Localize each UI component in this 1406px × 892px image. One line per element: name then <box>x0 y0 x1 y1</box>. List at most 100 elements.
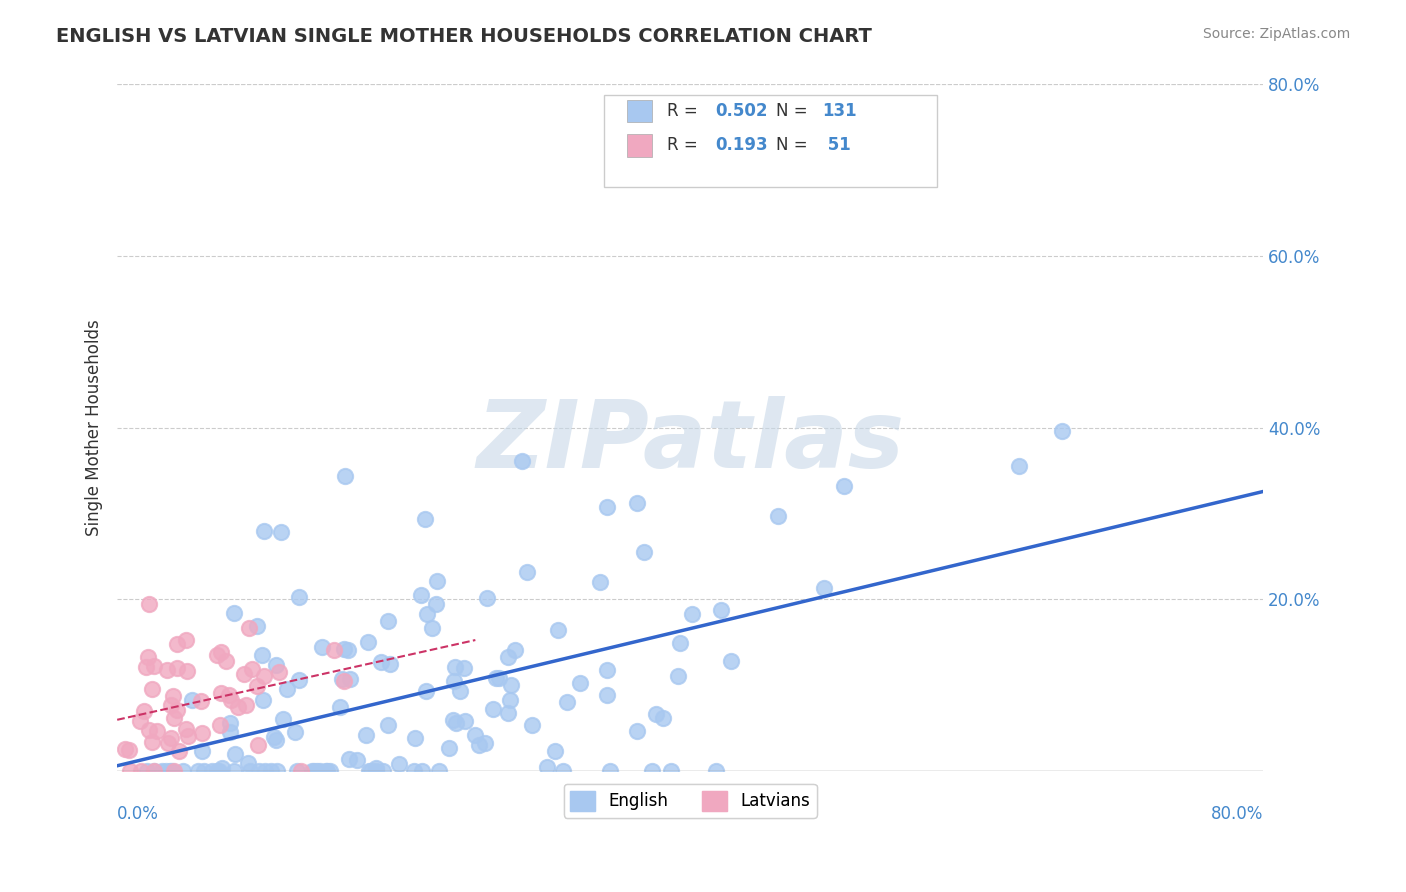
Point <box>499 678 522 692</box>
Point <box>1052 424 1074 438</box>
Point <box>377 614 399 628</box>
Point <box>589 574 612 589</box>
Point <box>143 659 166 673</box>
Point <box>536 759 558 773</box>
Point <box>253 669 276 683</box>
Point <box>287 673 309 687</box>
Point <box>316 764 339 779</box>
Point <box>129 714 152 728</box>
Point <box>633 545 655 559</box>
Text: ZIPatlas: ZIPatlas <box>477 395 904 488</box>
Point <box>329 700 352 714</box>
Point <box>172 764 194 779</box>
Point <box>599 764 621 779</box>
Point <box>464 728 486 742</box>
Point <box>134 704 156 718</box>
Point <box>247 738 270 752</box>
Point <box>496 650 519 665</box>
Point <box>481 702 503 716</box>
Point <box>201 764 224 779</box>
Point <box>253 524 276 539</box>
Point <box>454 714 477 729</box>
Text: ENGLISH VS LATVIAN SINGLE MOTHER HOUSEHOLDS CORRELATION CHART: ENGLISH VS LATVIAN SINGLE MOTHER HOUSEHO… <box>56 27 872 45</box>
Legend: English, Latvians: English, Latvians <box>564 784 817 818</box>
Point <box>159 764 181 779</box>
Point <box>209 686 232 700</box>
Point <box>704 764 727 779</box>
Point <box>167 744 190 758</box>
Point <box>357 764 380 779</box>
Point <box>219 725 242 739</box>
Point <box>443 674 465 689</box>
Point <box>415 607 437 621</box>
Point <box>333 674 356 689</box>
Point <box>267 665 290 680</box>
Point <box>437 740 460 755</box>
FancyBboxPatch shape <box>627 100 652 122</box>
Text: 0.502: 0.502 <box>716 102 768 120</box>
Text: N =: N = <box>776 102 813 120</box>
Point <box>370 655 392 669</box>
Point <box>252 648 274 662</box>
Point <box>224 764 246 779</box>
Text: 0.0%: 0.0% <box>117 805 159 823</box>
Text: R =: R = <box>668 136 703 154</box>
Point <box>308 764 330 779</box>
Point <box>208 764 231 779</box>
Point <box>441 713 464 727</box>
Point <box>114 742 136 756</box>
Point <box>669 636 692 650</box>
Point <box>311 640 333 655</box>
Point <box>319 764 342 779</box>
Point <box>246 679 269 693</box>
Point <box>235 698 257 713</box>
Point <box>547 623 569 637</box>
Point <box>290 764 312 779</box>
Text: 131: 131 <box>823 102 856 120</box>
Point <box>136 650 159 665</box>
Point <box>226 700 249 714</box>
Point <box>498 706 520 721</box>
Point <box>209 645 232 659</box>
Point <box>118 743 141 757</box>
Point <box>335 469 357 483</box>
Text: 51: 51 <box>823 136 851 154</box>
Point <box>211 761 233 775</box>
Point <box>141 735 163 749</box>
Point <box>271 712 294 726</box>
Point <box>475 591 498 605</box>
Point <box>155 764 177 779</box>
Point <box>522 717 544 731</box>
Point <box>474 736 496 750</box>
Point <box>444 716 467 731</box>
Point <box>264 732 287 747</box>
Point <box>425 597 447 611</box>
Point <box>193 764 215 779</box>
Point <box>373 764 395 779</box>
Point <box>162 690 184 704</box>
Point <box>162 764 184 779</box>
Point <box>832 479 855 493</box>
Point <box>222 606 245 620</box>
Point <box>270 524 292 539</box>
Point <box>239 764 262 779</box>
Point <box>766 509 789 524</box>
Point <box>285 764 308 779</box>
Text: 80.0%: 80.0% <box>1211 805 1264 823</box>
Point <box>224 747 246 761</box>
Point <box>218 688 240 702</box>
Point <box>659 764 682 779</box>
Point <box>233 666 256 681</box>
Point <box>378 657 401 671</box>
Point <box>551 764 574 779</box>
Point <box>174 722 197 736</box>
Point <box>339 673 361 687</box>
Point <box>146 724 169 739</box>
Point <box>305 764 328 779</box>
Point <box>626 496 648 510</box>
Point <box>138 723 160 737</box>
Point <box>449 684 471 698</box>
Point <box>177 729 200 743</box>
Point <box>710 603 733 617</box>
Point <box>315 764 337 779</box>
